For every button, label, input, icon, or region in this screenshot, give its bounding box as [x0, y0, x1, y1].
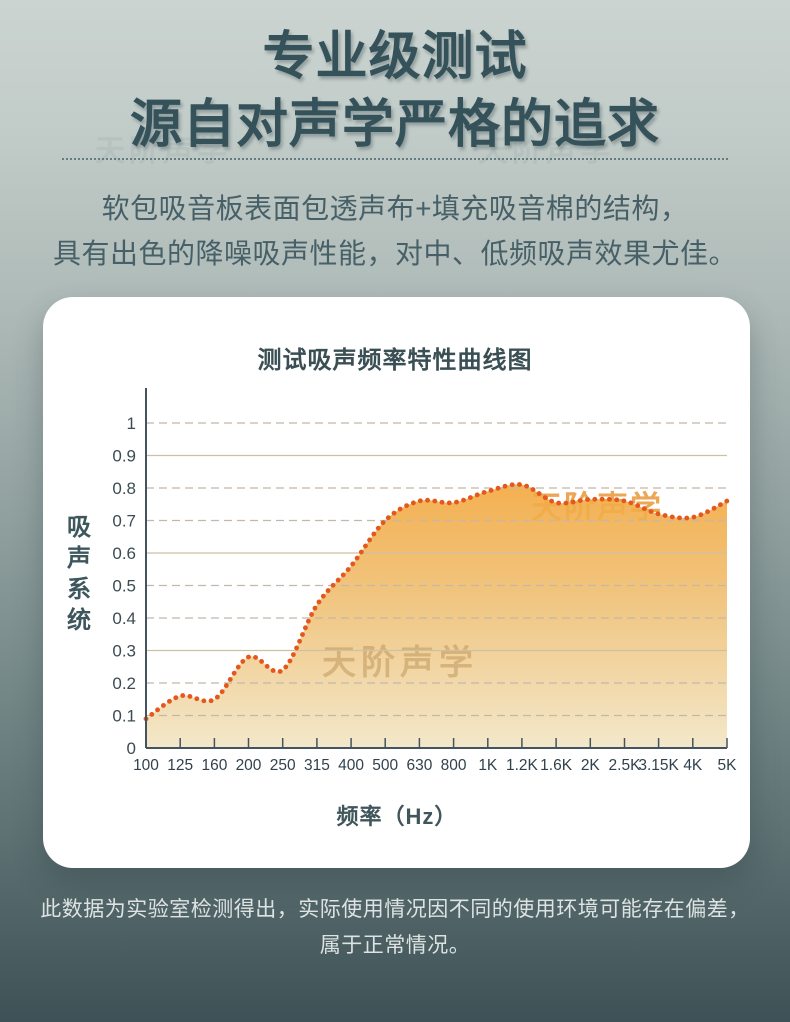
- x-tick-label: 1.6K: [540, 757, 573, 774]
- y-tick-label: 0: [127, 739, 136, 758]
- dotted-divider: [62, 158, 728, 160]
- x-tick-label: 5K: [718, 757, 738, 774]
- x-tick-label: 250: [270, 757, 296, 774]
- y-tick-label: 0.8: [112, 479, 136, 498]
- y-tick-label: 0.2: [112, 674, 136, 693]
- x-tick-label: 125: [167, 757, 193, 774]
- y-tick-label: 0.4: [112, 609, 136, 628]
- x-tick-label: 200: [236, 757, 262, 774]
- y-tick-label: 0.6: [112, 544, 136, 563]
- y-tick-label: 1: [127, 414, 136, 433]
- x-tick-label: 160: [201, 757, 227, 774]
- y-tick-label: 0.5: [112, 577, 136, 596]
- x-tick-label: 500: [372, 757, 398, 774]
- header-ghost-watermark-left: 天阶声学: [95, 135, 231, 168]
- body-text-line2: 具有出色的降噪吸声性能，对中、低频吸声效果尤佳。: [52, 238, 737, 269]
- x-axis-title: 频率（Hz）: [337, 804, 458, 829]
- body-text-line1: 软包吸音板表面包透声布+填充吸音棉的结构，: [101, 193, 689, 224]
- footer-note-line1: 此数据为实验室检测得出，实际使用情况因不同的使用环境可能存在偏差，: [40, 898, 750, 921]
- y-tick-label: 0.1: [112, 707, 136, 726]
- x-tick-label: 1.2K: [506, 757, 539, 774]
- footer-note-line2: 属于正常情况。: [319, 934, 471, 957]
- x-tick-label: 630: [406, 757, 432, 774]
- curve-area-fill: [146, 484, 727, 748]
- absorption-curve-chart: 天阶声学天阶声学1001251602002503154005006308001K…: [66, 388, 738, 829]
- x-tick-label: 800: [441, 757, 467, 774]
- page-title-line2: 源自对声学严格的追求: [129, 96, 660, 154]
- data-curve-dotted: [143, 482, 730, 722]
- y-tick-label: 0.9: [112, 447, 136, 466]
- x-tick-label: 100: [133, 757, 159, 774]
- header-ghost-watermark-right: 天阶声学: [478, 135, 614, 168]
- chart-title: 测试吸声频率特性曲线图: [257, 347, 533, 374]
- x-tick-label: 3.15K: [638, 757, 679, 774]
- x-tick-label: 2.5K: [609, 757, 642, 774]
- x-tick-label: 2K: [581, 757, 601, 774]
- x-tick-label: 315: [304, 757, 330, 774]
- y-tick-label: 0.3: [112, 642, 136, 661]
- x-tick-label: 400: [338, 757, 364, 774]
- x-tick-label: 4K: [683, 757, 703, 774]
- y-axis-title: 吸声系统: [66, 514, 91, 634]
- y-tick-label: 0.7: [112, 512, 136, 531]
- watermark-on-fill: 天阶声学: [322, 643, 478, 682]
- page-title-line1: 专业级测试: [262, 28, 528, 86]
- x-tick-label: 1K: [478, 757, 498, 774]
